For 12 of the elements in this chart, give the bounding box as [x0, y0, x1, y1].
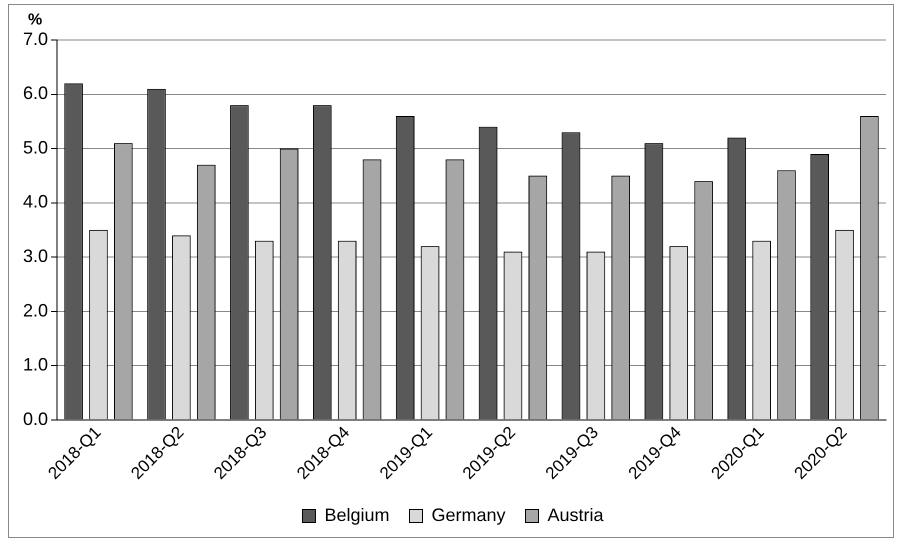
y-tick-label: 4.0	[22, 192, 48, 212]
legend-label: Belgium	[324, 504, 390, 525]
legend-label: Germany	[431, 504, 506, 525]
y-tick-label: 3.0	[22, 246, 48, 266]
y-tick-label: 7.0	[22, 28, 48, 49]
y-tick-label: 5.0	[22, 137, 48, 158]
y-tick-label: 0.0	[22, 408, 48, 429]
y-tick-label: 1.0	[22, 354, 48, 375]
y-axis-title: %	[28, 11, 42, 28]
legend-label: Austria	[548, 504, 605, 525]
y-tick-label: 6.0	[22, 83, 48, 104]
y-tick-label: 2.0	[22, 300, 48, 320]
